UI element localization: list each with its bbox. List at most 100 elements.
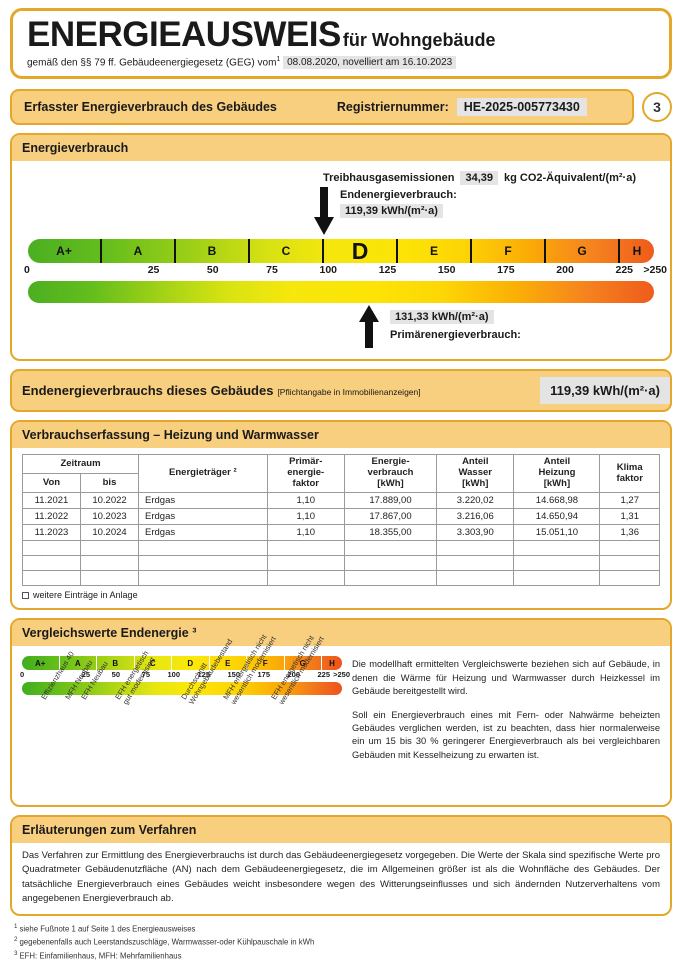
header-anteil-wasser: Anteil Wasser [kWh] — [436, 454, 515, 494]
table-header-row-1: Zeitraum Energieträger ² Primär- energie… — [22, 454, 660, 494]
cmp-tick-75: 75 — [112, 670, 150, 681]
tick-125: 125 — [324, 264, 397, 279]
class-segment-e: E — [398, 239, 472, 264]
tick-50: 50 — [146, 264, 219, 279]
registration-bar: Erfasster Energieverbrauch des Gebäudes … — [10, 89, 634, 126]
footnote-1-number: 1 — [14, 923, 18, 931]
arrow-down-icon — [314, 187, 334, 236]
table-row: 11.2022 10.2023 Erdgas 1,10 17.867,00 3.… — [22, 508, 660, 526]
footnote-1: 1 siehe Fußnote 1 auf Seite 1 des Energie… — [14, 922, 672, 935]
cmp-class-e: E — [210, 656, 247, 671]
comparison-paragraph-1: Die modellhaft ermittelten Vergleichswer… — [352, 659, 660, 697]
cmp-tick-250: >250 — [322, 670, 350, 681]
end-energy-strip: Endenergieverbrauchs dieses Gebäudes [Pfl… — [10, 369, 672, 413]
table-row: 11.2023 10.2024 Erdgas 1,10 18.355,00 3.… — [22, 524, 660, 542]
cell-traeger: Erdgas — [138, 524, 268, 542]
tick-0: 0 — [24, 264, 87, 279]
cell-traeger: Erdgas — [138, 508, 268, 526]
cmp-class-d: D — [172, 656, 210, 671]
footnote-2-text: gegebenenfalls auch Leerstandszuschläge,… — [19, 937, 315, 947]
energy-consumption-title: Energieverbrauch — [12, 135, 670, 162]
consumption-table: Zeitraum Energieträger ² Primär- energie… — [22, 454, 660, 587]
header-anteil-heizung: Anteil Heizung [kWh] — [513, 454, 601, 494]
title-line: ENERGIEAUSWEIS für Wohngebäude — [27, 17, 655, 52]
header-energieverbrauch: Energie- verbrauch [kWh] — [343, 454, 438, 494]
cell-bis: 10.2023 — [80, 508, 139, 526]
checkbox-icon[interactable] — [22, 592, 29, 600]
cmp-class-b: B — [97, 656, 135, 671]
procedure-title: Erläuterungen zum Verfahren — [12, 817, 670, 844]
comparison-reference-labels: Effizienzhaus 40 MFH Neubau EFH Neubau E… — [22, 633, 342, 797]
primary-energy-marker: 131,33 kWh/(m²·a) Primärenergieverbrauch… — [28, 303, 654, 351]
cell-verbrauch: 18.355,00 — [343, 524, 438, 542]
comparison-title: Vergleichswerte Endenergie ³ — [12, 620, 670, 647]
cell-bis: 10.2022 — [80, 492, 139, 510]
footnote-2: 2 gegebenenfalls auch Leerstandszuschläge… — [14, 935, 672, 948]
cell-verbrauch: 17.889,00 — [343, 492, 438, 510]
end-energy-title: Endenergieverbrauchs dieses Gebäudes — [22, 382, 274, 398]
cell-von: 11.2022 — [22, 508, 81, 526]
comparison-chart: A+ A B C D E F G H 0 25 50 75 — [20, 633, 350, 797]
cell-traeger: Erdgas — [138, 492, 268, 510]
registration-number: HE-2025-005773430 — [456, 98, 587, 117]
page-title: ENERGIEAUSWEIS — [27, 15, 341, 54]
page-number-badge: 3 — [642, 92, 672, 123]
cmp-tick-0: 0 — [20, 670, 52, 681]
law-date: 08.08.2020, novelliert am 16.10.2023 — [283, 56, 457, 70]
table-body: 11.2021 10.2022 Erdgas 1,10 17.889,00 3.… — [22, 492, 660, 587]
law-footnote-marker: 1 — [276, 56, 281, 63]
energy-consumption-panel: Energieverbrauch Treibhausgasemissionen … — [10, 133, 672, 362]
cmp-tick-label-125: 125 — [197, 670, 210, 680]
additional-entries-row[interactable]: weitere Einträge in Anlage — [22, 590, 660, 600]
consumption-record-panel: Verbrauchserfassung – Heizung und Warmwa… — [10, 420, 672, 611]
tick-label-100: 100 — [319, 264, 338, 277]
tick-label-25: 25 — [147, 264, 160, 277]
tick-100: 100 — [265, 264, 337, 279]
header-heizung-line2: Heizung — [538, 467, 576, 479]
cmp-tick-225: 225 — [292, 670, 330, 681]
table-row-empty — [22, 570, 660, 587]
header-wasser-line2: Wasser — [458, 467, 492, 479]
cell-von: 11.2021 — [22, 492, 81, 510]
footnote-3: 3 EFH: Einfamilienhaus, MFH: Mehrfamilien… — [14, 949, 672, 962]
cmp-tick-100: 100 — [142, 670, 180, 681]
class-segment-b: B — [176, 239, 250, 264]
table-header-row-2: Von bis — [22, 473, 660, 494]
header-wasser-line3: [kWh] — [462, 478, 489, 490]
cell-klima: 1,27 — [599, 492, 660, 510]
tick-label-250: >250 — [643, 264, 668, 277]
cmp-class-f: F — [247, 656, 285, 671]
class-segment-h: H — [632, 244, 642, 259]
cell-wasser: 3.220,02 — [436, 492, 515, 510]
cmp-tick-label-225: 225 — [317, 670, 330, 680]
cell-heizung: 15.051,10 — [513, 524, 601, 542]
header-pe-line2: energie- — [287, 467, 325, 479]
cmp-class-a: A — [60, 656, 97, 671]
cmp-class-h: H — [329, 658, 335, 668]
cell-pe: 1,10 — [266, 508, 345, 526]
class-segment-d: D — [324, 238, 398, 264]
cmp-tick-50: 50 — [82, 670, 120, 681]
header-von: Von — [22, 473, 81, 494]
cell-verbrauch: 17.867,00 — [343, 508, 438, 526]
law-reference: gemäß den §§ 79 ff. Gebäudeenergiegesetz… — [27, 56, 655, 70]
tick-150: 150 — [383, 264, 456, 279]
final-energy-value: 119,39 kWh/(m²·a) — [340, 204, 443, 219]
end-energy-note: [Pflichtangabe in Immobilienanzeigen] — [277, 386, 421, 397]
procedure-explanation-panel: Erläuterungen zum Verfahren Das Verfahre… — [10, 815, 672, 917]
comparison-body: A+ A B C D E F G H 0 25 50 75 — [12, 633, 670, 805]
cell-bis: 10.2024 — [80, 524, 139, 542]
cell-pe: 1,10 — [266, 492, 345, 510]
header-verbrauch-line1: Energie- — [371, 456, 410, 468]
cmp-tick-200: 200 — [262, 670, 300, 681]
tick-label-50: 50 — [206, 264, 219, 277]
page-subtitle: für Wohngebäude — [342, 30, 496, 50]
footnote-3-number: 3 — [14, 949, 18, 957]
energy-consumption-body: Treibhausgasemissionen 34,39 kg CO2-Äqui… — [12, 161, 670, 359]
cell-heizung: 14.650,94 — [513, 508, 601, 526]
cell-heizung: 14.668,98 — [513, 492, 601, 510]
class-segment-a: A — [102, 239, 176, 264]
header-zeitraum: Zeitraum — [22, 454, 139, 475]
cmp-tick-label-100: 100 — [167, 670, 180, 680]
registration-section-title: Erfasster Energieverbrauch des Gebäudes — [24, 100, 277, 115]
